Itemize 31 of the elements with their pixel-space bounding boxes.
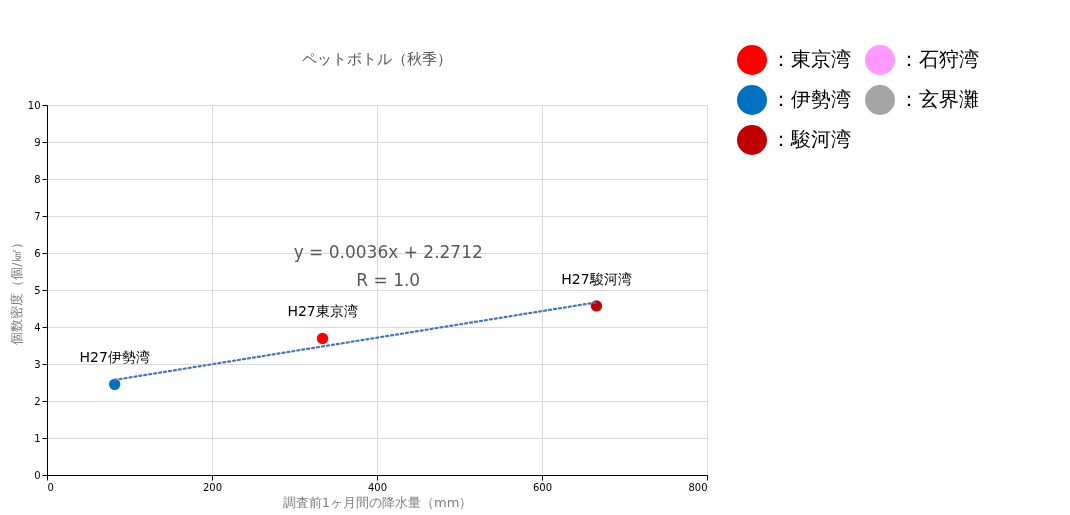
y-tick-label: 10 xyxy=(27,99,41,111)
legend-label: ：伊勢湾 xyxy=(771,87,851,111)
y-tick-label: 3 xyxy=(34,358,41,370)
x-tick-label: 400 xyxy=(367,481,388,493)
annotation: R = 1.0 xyxy=(356,270,421,290)
point xyxy=(108,378,121,391)
legend-label: ：石狩湾 xyxy=(899,47,979,71)
annotation: H27伊勢湾 xyxy=(79,349,150,366)
y-tick-label: 1 xyxy=(34,432,41,444)
y-tick-label: 6 xyxy=(34,247,41,259)
y-tick-label: 5 xyxy=(34,284,41,296)
chart-title: ペットボトル（秋季） xyxy=(302,50,452,68)
legend-label: ：玄界灘 xyxy=(899,87,979,111)
x-tick-label: 200 xyxy=(202,481,223,493)
legend-label: ：東京湾 xyxy=(771,47,851,71)
point xyxy=(316,332,329,345)
y-tick-label: 0 xyxy=(34,469,41,481)
y-tick-label: 8 xyxy=(34,173,41,185)
y-axis-title: 個数密度（個/㎢） xyxy=(8,236,24,345)
annotation: H27駿河湾 xyxy=(561,270,632,287)
x-tick-label: 600 xyxy=(532,481,553,493)
x-tick-label: 800 xyxy=(688,481,708,493)
x-axis-title: 調査前1ヶ月間の降水量（mm） xyxy=(282,494,473,510)
annotation: H27東京湾 xyxy=(287,303,358,320)
y-tick-label: 7 xyxy=(34,210,41,222)
legend-label: ：駿河湾 xyxy=(771,127,851,151)
annotation: y = 0.0036x + 2.2712 xyxy=(293,242,483,262)
y-tick-label: 4 xyxy=(34,321,41,333)
x-tick-label: 0 xyxy=(47,481,54,493)
y-tick-label: 9 xyxy=(34,136,41,148)
y-tick-label: 2 xyxy=(34,395,41,407)
